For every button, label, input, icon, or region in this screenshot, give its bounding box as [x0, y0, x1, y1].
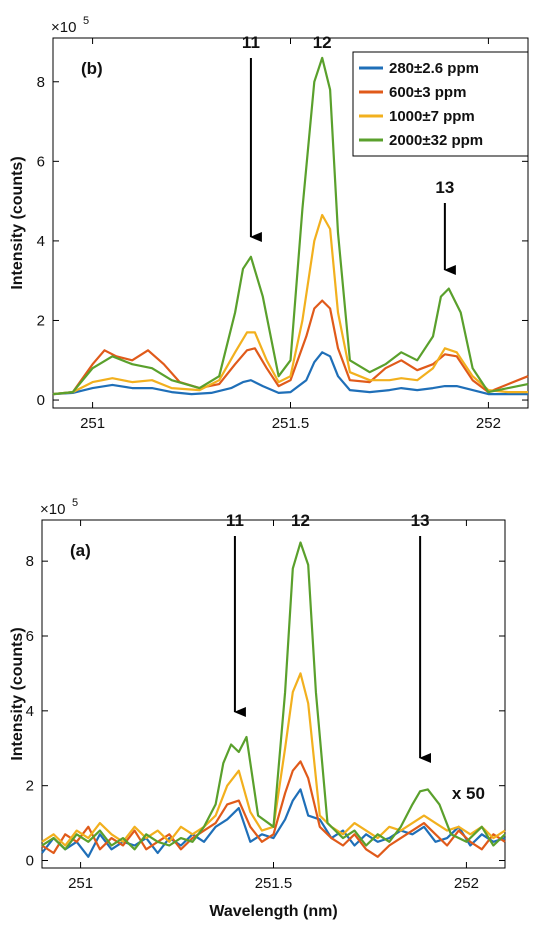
y-multiplier-label: ×10	[40, 501, 65, 518]
panel-label: (a)	[70, 541, 91, 560]
x-tick-label: 252	[454, 875, 479, 892]
y-tick-label: 6	[26, 628, 34, 645]
peak-label-11: 11	[242, 33, 260, 52]
y-multiplier-exponent: 5	[83, 15, 89, 27]
series-line-3	[41, 541, 506, 851]
y-tick-label: 0	[37, 392, 45, 409]
y-tick-label: 0	[26, 853, 34, 870]
y-tick-label: 2	[26, 778, 34, 795]
x-tick-label: 251	[80, 415, 105, 432]
series-line-0	[52, 351, 528, 396]
peak-label-12: 12	[313, 33, 332, 52]
series-line-3	[52, 56, 529, 396]
x-axis-label: Wavelength (nm)	[209, 903, 337, 920]
legend-label-2: 1000±7 ppm	[389, 108, 475, 125]
legend-label-1: 600±3 ppm	[389, 84, 466, 101]
series-line-2	[52, 213, 528, 396]
y-multiplier-label: ×10	[51, 19, 76, 36]
peak-label-12: 12	[291, 511, 310, 530]
y-tick-label: 8	[26, 553, 34, 570]
y-tick-label: 8	[37, 74, 45, 91]
x-tick-label: 251	[68, 875, 93, 892]
x-tick-label: 251.5	[255, 875, 293, 892]
y-tick-label: 6	[37, 153, 45, 170]
y-tick-label: 4	[26, 703, 34, 720]
y-tick-label: 4	[37, 233, 45, 250]
y-multiplier-exponent: 5	[72, 497, 78, 509]
y-axis-label: Intensity (counts)	[9, 627, 26, 760]
legend-label-0: 280±2.6 ppm	[389, 60, 479, 77]
chart-panel-b: 251 251.5 252 0 2 4 6 8 ×10 5 Intensity (counts) (b…	[9, 15, 529, 432]
peak-label-11: 11	[226, 511, 244, 530]
peak-label-13: 13	[435, 178, 454, 197]
panel-label: (b)	[81, 59, 103, 78]
legend-label-3: 2000±32 ppm	[389, 132, 483, 149]
scale-factor-annotation: x 50	[452, 784, 485, 803]
series-line-1	[41, 760, 506, 858]
x-tick-label: 251.5	[272, 415, 310, 432]
y-axis-label: Intensity (counts)	[9, 156, 26, 289]
x-tick-label: 252	[476, 415, 501, 432]
peak-label-13: 13	[411, 511, 430, 530]
chart-panel-a: 251 251.5 252 0 2 4 6 8 ×10 5 Intensity (counts) Wa…	[9, 497, 506, 920]
y-tick-label: 2	[37, 312, 45, 329]
